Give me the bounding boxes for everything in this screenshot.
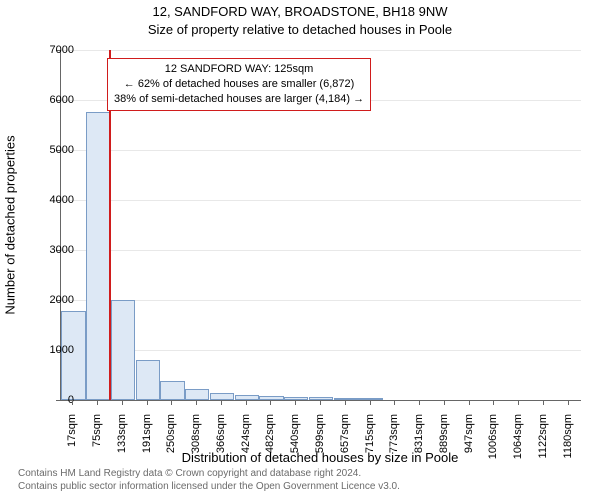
annotation-line-3: 38% of semi-detached houses are larger (… — [114, 92, 364, 107]
xtick-label: 1064sqm — [512, 414, 524, 474]
bar — [185, 389, 209, 400]
bar — [334, 398, 358, 400]
xtick-mark — [543, 400, 544, 405]
xtick-mark — [493, 400, 494, 405]
xtick-mark — [246, 400, 247, 405]
xtick-label: 191sqm — [141, 414, 153, 474]
xtick-mark — [394, 400, 395, 405]
ytick-label: 2000 — [24, 294, 74, 306]
xtick-mark — [419, 400, 420, 405]
bar — [86, 112, 110, 401]
ytick-label: 4000 — [24, 194, 74, 206]
xtick-mark — [469, 400, 470, 405]
xtick-mark — [444, 400, 445, 405]
xtick-mark — [196, 400, 197, 405]
bar — [160, 381, 184, 400]
xtick-mark — [147, 400, 148, 405]
xtick-mark — [270, 400, 271, 405]
credits-line-2: Contains public sector information licen… — [18, 481, 400, 494]
chart-title-subtitle: Size of property relative to detached ho… — [0, 22, 600, 37]
xtick-label: 482sqm — [264, 414, 276, 474]
xtick-mark — [320, 400, 321, 405]
ytick-label: 7000 — [24, 44, 74, 56]
gridline — [61, 350, 581, 351]
bar — [136, 360, 160, 400]
xtick-label: 657sqm — [339, 414, 351, 474]
xtick-label: 773sqm — [388, 414, 400, 474]
ytick-label: 6000 — [24, 94, 74, 106]
annotation-line-2: ← 62% of detached houses are smaller (6,… — [114, 77, 364, 92]
xtick-label: 715sqm — [364, 414, 376, 474]
xtick-label: 17sqm — [66, 414, 78, 474]
xtick-mark — [345, 400, 346, 405]
xtick-label: 366sqm — [215, 414, 227, 474]
xtick-label: 1006sqm — [487, 414, 499, 474]
ytick-label: 1000 — [24, 344, 74, 356]
xtick-label: 889sqm — [438, 414, 450, 474]
xtick-label: 540sqm — [289, 414, 301, 474]
ytick-label: 5000 — [24, 144, 74, 156]
bar — [111, 300, 135, 401]
xtick-label: 75sqm — [91, 414, 103, 474]
bar — [210, 393, 234, 401]
xtick-mark — [171, 400, 172, 405]
xtick-mark — [97, 400, 98, 405]
xtick-label: 947sqm — [463, 414, 475, 474]
xtick-label: 424sqm — [240, 414, 252, 474]
y-axis-label: Number of detached properties — [3, 135, 18, 314]
xtick-mark — [295, 400, 296, 405]
xtick-label: 308sqm — [190, 414, 202, 474]
xtick-mark — [72, 400, 73, 405]
gridline — [61, 150, 581, 151]
xtick-mark — [221, 400, 222, 405]
xtick-label: 831sqm — [413, 414, 425, 474]
ytick-label: 3000 — [24, 244, 74, 256]
annotation-line-1: 12 SANDFORD WAY: 125sqm — [114, 62, 364, 77]
xtick-mark — [122, 400, 123, 405]
xtick-label: 133sqm — [116, 414, 128, 474]
gridline — [61, 250, 581, 251]
bar — [235, 395, 259, 401]
gridline — [61, 200, 581, 201]
xtick-label: 1122sqm — [537, 414, 549, 474]
xtick-label: 599sqm — [314, 414, 326, 474]
xtick-mark — [568, 400, 569, 405]
xtick-mark — [370, 400, 371, 405]
xtick-label: 250sqm — [165, 414, 177, 474]
ytick-label: 0 — [24, 394, 74, 406]
xtick-mark — [518, 400, 519, 405]
chart-title-address: 12, SANDFORD WAY, BROADSTONE, BH18 9NW — [0, 4, 600, 19]
gridline — [61, 50, 581, 51]
annotation-box: 12 SANDFORD WAY: 125sqm ← 62% of detache… — [107, 58, 371, 111]
gridline — [61, 300, 581, 301]
xtick-label: 1180sqm — [562, 414, 574, 474]
